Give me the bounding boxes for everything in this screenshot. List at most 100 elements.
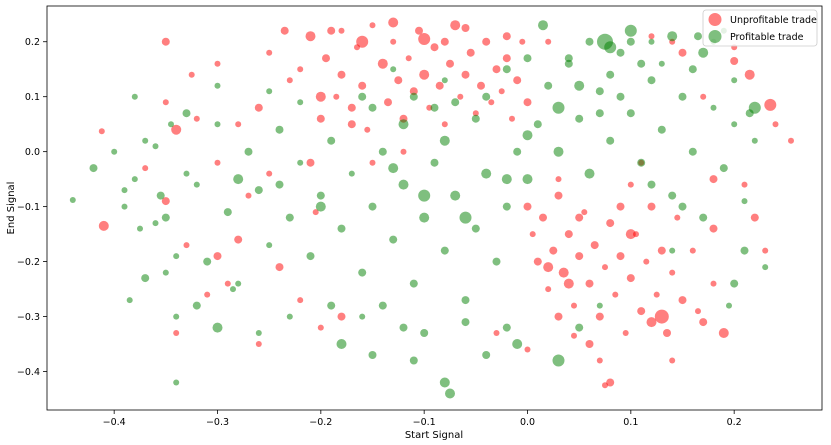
profitable-trade-point [751,137,758,144]
profitable-trade-point [731,121,738,128]
profitable-trade-point [699,213,708,222]
y-tick-label: −0.1 [17,202,40,213]
unprofitable-trade-point [477,81,485,90]
profitable-trade-point [522,130,533,141]
unprofitable-trade-point [678,296,687,305]
profitable-trade-point [482,351,491,359]
unprofitable-trade-point [255,341,262,347]
unprofitable-trade-point [709,175,718,184]
unprofitable-trade-point [419,69,430,80]
profitable-trade-point [111,148,118,155]
unprofitable-trade-point [741,181,748,188]
unprofitable-trade-point [627,181,634,188]
profitable-trade-point [606,136,615,145]
unprofitable-trade-point [142,165,149,172]
unprofitable-trade-point [602,382,608,389]
unprofitable-trade-point [183,242,190,249]
unprofitable-trade-point [316,114,325,123]
profitable-trade-point [523,54,532,63]
profitable-trade-point [564,54,573,63]
unprofitable-trade-point [554,312,563,321]
plot-background [47,6,822,410]
profitable-trade-point [161,213,170,222]
unprofitable-trade-point [545,38,552,45]
profitable-trade-point [574,80,585,91]
unprofitable-trade-point [266,49,273,56]
profitable-trade-point [358,92,367,101]
unprofitable-trade-point [762,247,769,254]
unprofitable-trade-point [626,274,635,283]
profitable-trade-point [389,235,398,244]
profitable-trade-point [740,246,749,255]
legend-marker-profitable [708,30,722,43]
profitable-trade-point [233,174,244,185]
profitable-trade-point [183,170,190,177]
unprofitable-trade-point [297,297,304,304]
unprofitable-trade-point [224,280,231,287]
profitable-trade-point [141,274,150,283]
unprofitable-trade-point [523,202,532,211]
y-tick-label: 0.1 [25,92,40,103]
profitable-trade-point [512,339,523,349]
profitable-trade-point [121,203,128,210]
legend-marker-unprofitable [708,13,722,26]
unprofitable-trade-point [275,263,284,272]
profitable-trade-point [688,65,697,74]
profitable-trade-point [694,32,702,41]
profitable-trade-point [378,147,387,156]
profitable-trade-point [648,38,655,45]
x-axis-label: Start Signal [405,430,463,441]
profitable-trade-point [230,286,236,293]
unprofitable-trade-point [235,121,242,128]
profitable-trade-point [637,59,646,68]
profitable-trade-point [348,170,355,177]
unprofitable-trade-point [306,158,315,167]
profitable-trade-point [502,323,511,332]
unprofitable-trade-point [575,213,584,222]
y-tick-label: 0.2 [25,37,40,48]
profitable-trade-point [203,257,212,266]
profitable-trade-point [575,323,584,332]
unprofitable-trade-point [173,330,180,336]
unprofitable-trade-point [415,26,423,35]
profitable-trade-point [441,77,448,84]
profitable-trade-point [762,264,769,271]
profitable-trade-point [595,87,604,96]
profitable-trade-point [275,180,284,189]
unprofitable-trade-point [590,241,599,250]
unprofitable-trade-point [98,128,105,135]
profitable-trade-series [69,20,769,399]
profitable-trade-point [419,212,430,223]
unprofitable-trade-point [384,98,392,107]
plot-frame [46,5,823,411]
unprofitable-trade-point [435,81,444,90]
unprofitable-trade-point [674,214,681,221]
unprofitable-trade-point [519,38,526,45]
profitable-trade-point [214,121,221,128]
unprofitable-trade-point [441,121,448,128]
unprofitable-trade-point [214,159,221,166]
unprofitable-trade-point [317,324,324,331]
unprofitable-trade-point [709,224,718,233]
profitable-trade-point [596,302,603,309]
profitable-trade-point [451,98,460,107]
unprofitable-trade-point [430,43,439,52]
unprofitable-trade-point [254,103,263,112]
profitable-trade-point [710,104,717,111]
unprofitable-trade-point [509,115,515,122]
profitable-trade-point [445,388,455,399]
legend-label-unprofitable: Unprofitable trade [730,15,817,26]
y-axis-ticks: −0.4 −0.3 −0.2 −0.1 0.0 0.1 0.2 [17,37,47,378]
profitable-trade-point [502,202,511,211]
unprofitable-trade-point [297,66,304,73]
unprofitable-trade-point [581,209,588,216]
profitable-trade-point [409,92,418,101]
x-tick-label: 0.0 [520,417,535,428]
unprofitable-trade-point [364,126,371,133]
unprofitable-trade-point [337,312,346,321]
unprofitable-trade-point [369,22,376,29]
profitable-trade-point [358,268,367,277]
unprofitable-trade-point [718,328,729,338]
unprofitable-trade-point [606,219,615,228]
profitable-trade-point [730,279,739,288]
